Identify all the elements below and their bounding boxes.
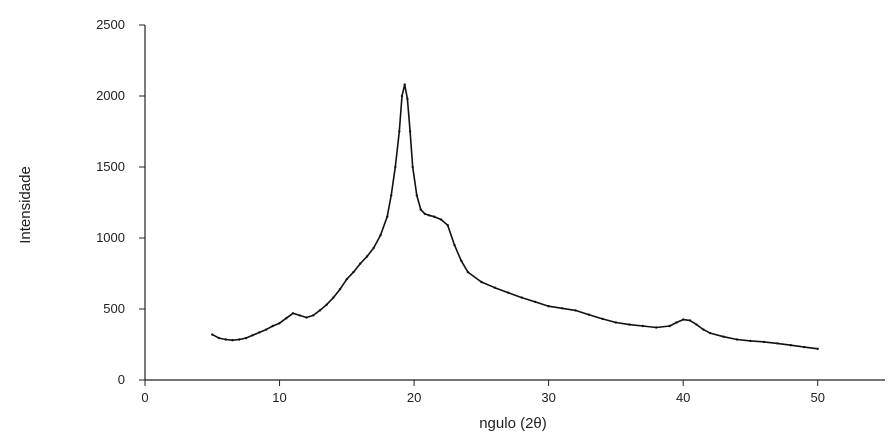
y-tick-label: 0 bbox=[118, 372, 125, 387]
x-tick-label: 30 bbox=[541, 390, 555, 405]
data-point bbox=[285, 317, 288, 320]
data-point bbox=[547, 305, 550, 308]
data-point bbox=[453, 243, 456, 247]
data-point bbox=[400, 94, 404, 98]
data-point bbox=[749, 339, 752, 343]
intensity-series-points bbox=[211, 83, 819, 350]
data-point bbox=[439, 218, 443, 221]
y-axis-ticks: 0 500 1000 1500 2000 2500 bbox=[96, 17, 145, 387]
data-point bbox=[762, 340, 766, 344]
data-point bbox=[298, 314, 301, 317]
data-point bbox=[352, 270, 355, 274]
data-point bbox=[408, 130, 412, 133]
data-point bbox=[776, 342, 779, 345]
data-point bbox=[386, 215, 389, 218]
y-tick-label: 2500 bbox=[96, 17, 125, 32]
data-point bbox=[507, 291, 510, 294]
data-point bbox=[668, 324, 671, 328]
data-point bbox=[338, 287, 342, 291]
data-point bbox=[264, 328, 268, 331]
data-point bbox=[480, 280, 483, 284]
data-point bbox=[682, 318, 685, 321]
data-point bbox=[345, 278, 348, 281]
data-point bbox=[403, 83, 406, 86]
data-point bbox=[789, 344, 792, 347]
data-point bbox=[466, 270, 470, 274]
data-point bbox=[332, 296, 335, 299]
data-point bbox=[394, 165, 397, 169]
x-tick-label: 40 bbox=[676, 390, 690, 405]
data-point bbox=[446, 224, 449, 227]
data-point bbox=[702, 328, 705, 331]
data-point bbox=[460, 259, 463, 262]
data-point bbox=[411, 165, 414, 169]
data-point bbox=[406, 97, 409, 101]
data-point bbox=[359, 262, 362, 265]
y-axis-label: Intensidade bbox=[17, 166, 34, 244]
data-point bbox=[224, 338, 227, 341]
x-tick-label: 20 bbox=[407, 390, 421, 405]
data-point bbox=[803, 345, 806, 349]
x-tick-label: 0 bbox=[141, 390, 148, 405]
y-tick-label: 2000 bbox=[96, 88, 125, 103]
data-point bbox=[312, 314, 315, 317]
data-point bbox=[423, 212, 427, 216]
data-point bbox=[325, 303, 328, 306]
x-tick-label: 50 bbox=[810, 390, 824, 405]
data-point bbox=[655, 326, 658, 329]
data-point bbox=[675, 321, 678, 324]
y-tick-label: 500 bbox=[103, 301, 125, 316]
data-point bbox=[231, 339, 234, 342]
data-point bbox=[695, 323, 698, 326]
data-point bbox=[390, 194, 393, 197]
data-point bbox=[419, 208, 422, 211]
data-point bbox=[520, 296, 523, 299]
data-point bbox=[365, 255, 369, 258]
data-point bbox=[735, 338, 739, 341]
data-point bbox=[493, 286, 496, 289]
data-point bbox=[816, 347, 819, 350]
x-axis-ticks: 0 10 20 30 40 50 bbox=[141, 380, 825, 405]
data-point bbox=[708, 331, 712, 335]
data-point bbox=[722, 335, 725, 338]
data-point bbox=[318, 309, 322, 312]
data-point bbox=[278, 322, 281, 325]
data-point bbox=[415, 194, 418, 197]
data-point bbox=[372, 246, 375, 250]
data-point bbox=[587, 313, 591, 316]
data-point bbox=[427, 214, 431, 217]
data-point bbox=[258, 331, 261, 334]
data-point bbox=[305, 316, 308, 319]
y-tick-label: 1500 bbox=[96, 159, 125, 174]
data-point bbox=[211, 333, 214, 336]
x-axis-label: ngulo (2θ) bbox=[479, 415, 547, 432]
data-point bbox=[291, 312, 295, 315]
data-point bbox=[534, 300, 537, 304]
data-point bbox=[251, 334, 254, 337]
data-point bbox=[238, 338, 241, 341]
data-point bbox=[574, 309, 577, 312]
data-point bbox=[641, 324, 644, 328]
data-point bbox=[433, 215, 436, 218]
data-point bbox=[601, 317, 604, 321]
data-point bbox=[217, 336, 221, 340]
data-point bbox=[379, 234, 382, 237]
x-tick-label: 10 bbox=[272, 390, 286, 405]
data-point bbox=[688, 319, 692, 322]
data-point bbox=[614, 321, 618, 324]
data-point bbox=[628, 323, 631, 326]
y-tick-label: 1000 bbox=[96, 230, 125, 245]
data-point bbox=[271, 324, 274, 328]
data-point bbox=[398, 130, 401, 133]
data-point bbox=[560, 307, 564, 310]
intensity-series-line bbox=[211, 83, 818, 350]
data-point bbox=[244, 336, 248, 340]
